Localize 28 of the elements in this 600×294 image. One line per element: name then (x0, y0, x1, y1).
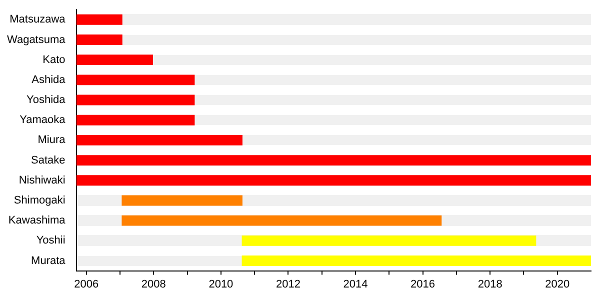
x-tick-label: 2006 (74, 278, 99, 290)
y-tick-label: Yamaoka (20, 114, 66, 126)
bar (76, 114, 195, 126)
y-tick-label: Wagatsuma (6, 34, 66, 46)
x-tick-label: 2010 (208, 278, 234, 290)
y-tick-label: Yoshida (26, 94, 66, 106)
y-tick-label: Yoshii (36, 234, 66, 247)
bar (76, 34, 122, 45)
y-tick-label: Kato (42, 54, 66, 66)
bar (76, 14, 122, 25)
bar (76, 74, 195, 86)
y-tick-label: Nishiwaki (18, 174, 66, 186)
bar (122, 195, 242, 206)
y-tick-label: Murata (31, 254, 66, 267)
y-tick-label: Miura (38, 134, 66, 146)
bar (76, 94, 195, 106)
x-tick-label: 2012 (276, 278, 300, 290)
y-tick-label: Ashida (32, 74, 66, 86)
x-tick-label: 2020 (545, 278, 570, 290)
bar (76, 54, 153, 66)
y-tick-label: Shimogaki (14, 194, 66, 207)
y-tick-label: Satake (31, 154, 66, 166)
y-tick-label: Matsuzawa (10, 14, 66, 26)
x-tick-label: 2008 (141, 278, 166, 290)
x-tick-label: 2014 (343, 278, 368, 290)
x-tick-label: 2018 (478, 278, 502, 290)
y-tick-label: Kawashima (8, 214, 66, 227)
x-tick-label: 2016 (410, 278, 436, 290)
